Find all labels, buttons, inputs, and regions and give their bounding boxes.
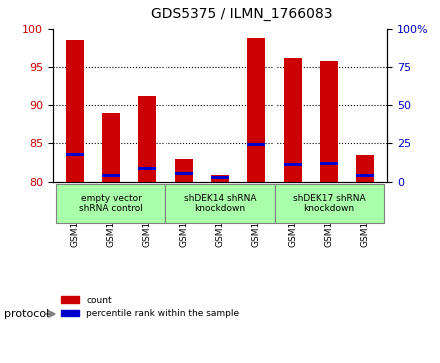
Bar: [211, 175, 229, 182]
Text: shDEK17 shRNA
knockdown: shDEK17 shRNA knockdown: [293, 193, 365, 213]
Bar: [247, 38, 265, 182]
FancyBboxPatch shape: [56, 184, 165, 223]
Bar: [175, 159, 193, 182]
Bar: [320, 163, 338, 166]
Bar: [356, 155, 374, 182]
Bar: [138, 167, 156, 170]
Text: protocol: protocol: [4, 309, 50, 319]
Bar: [138, 96, 156, 182]
Text: empty vector
shRNA control: empty vector shRNA control: [79, 193, 143, 213]
Text: shDEK14 shRNA
knockdown: shDEK14 shRNA knockdown: [184, 193, 256, 213]
Bar: [247, 143, 265, 146]
Bar: [284, 58, 302, 182]
FancyBboxPatch shape: [275, 184, 384, 223]
Bar: [175, 172, 193, 175]
Bar: [102, 174, 120, 177]
Bar: [102, 113, 120, 182]
Bar: [284, 163, 302, 166]
Bar: [66, 153, 84, 156]
Bar: [356, 174, 374, 177]
Legend: count, percentile rank within the sample: count, percentile rank within the sample: [57, 292, 243, 322]
Bar: [66, 40, 84, 182]
Text: GDS5375 / ILMN_1766083: GDS5375 / ILMN_1766083: [151, 7, 333, 21]
Bar: [320, 61, 338, 182]
Bar: [211, 176, 229, 179]
FancyBboxPatch shape: [165, 184, 275, 223]
